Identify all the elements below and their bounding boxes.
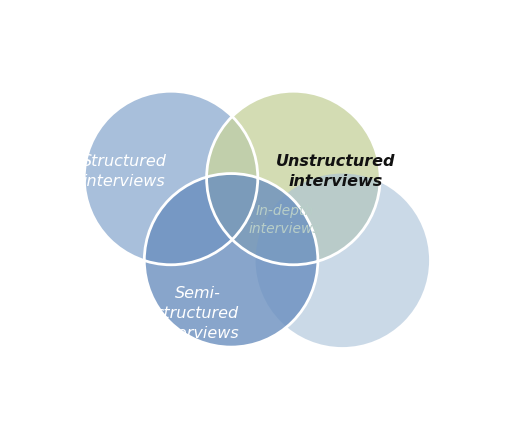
- Text: Unstructured
interviews: Unstructured interviews: [276, 154, 395, 189]
- Circle shape: [206, 91, 380, 265]
- Circle shape: [255, 174, 429, 347]
- Circle shape: [84, 91, 258, 265]
- Text: Structured
interviews: Structured interviews: [82, 154, 167, 189]
- Text: Semi-
structured
interviews: Semi- structured interviews: [156, 287, 239, 341]
- Circle shape: [144, 174, 318, 347]
- Text: In-depth
interviews: In-depth interviews: [249, 204, 320, 236]
